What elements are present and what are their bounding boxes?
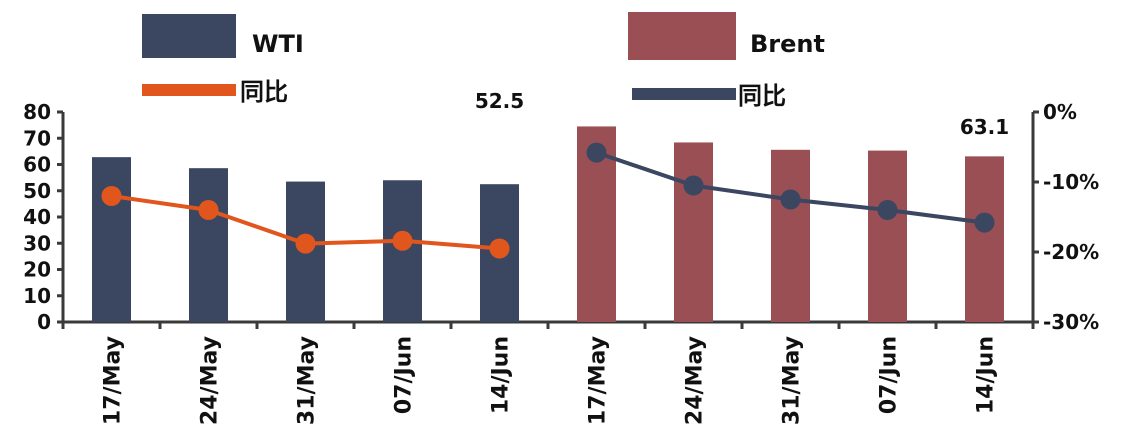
bar-brent — [965, 156, 1004, 322]
data-label-wti: 52.5 — [475, 89, 524, 113]
bar-brent — [674, 142, 713, 322]
yoy-point — [101, 186, 122, 206]
bar-wti — [92, 157, 131, 322]
legend-label-yoy-1: 同比 — [240, 78, 288, 106]
yoy-point — [683, 175, 704, 196]
legend-swatch-wti — [142, 14, 236, 58]
y-left-tick-label: 10 — [23, 284, 51, 308]
y-left-tick-label: 40 — [23, 205, 51, 229]
yoy-point — [877, 200, 898, 220]
yoy-point — [489, 238, 510, 259]
legend-label-yoy-2: 同比 — [738, 82, 786, 110]
yoy-point — [586, 142, 607, 163]
legend-swatch-yoy-navy — [632, 88, 736, 100]
x-tick-label: 17/May — [586, 336, 611, 425]
y-left-tick-label: 0 — [37, 310, 51, 334]
data-labels: 52.5 63.1 — [475, 89, 1009, 139]
yoy-point — [392, 230, 413, 251]
x-tick-label: 31/May — [780, 336, 805, 425]
yoy-point — [198, 200, 219, 220]
y-left-tick-label: 30 — [23, 231, 51, 255]
y-right-tick-label: -20% — [1043, 240, 1099, 264]
x-tick-label: 14/Jun — [974, 336, 999, 414]
legend-label-brent: Brent — [750, 30, 825, 58]
yoy-point — [295, 233, 316, 254]
x-tick-label: 31/May — [295, 336, 320, 425]
x-tick-label: 07/Jun — [877, 336, 902, 414]
x-tick-label: 14/Jun — [489, 336, 514, 414]
lines — [101, 142, 995, 259]
legend-label-wti: WTI — [252, 30, 304, 58]
bars — [92, 126, 1004, 322]
legend-swatch-yoy-orange — [142, 84, 236, 96]
bar-brent — [868, 150, 907, 322]
y-right-tick-label: -30% — [1043, 310, 1099, 334]
y-left-tick-label: 80 — [23, 100, 51, 124]
bar-wti — [189, 168, 228, 322]
yoy-point — [780, 189, 801, 210]
yoy-point — [974, 212, 995, 233]
bar-wti — [383, 180, 422, 322]
x-tick-label: 24/May — [683, 336, 708, 425]
y-left-tick-label: 70 — [23, 126, 51, 150]
legend: WTI Brent 同比 同比 — [142, 12, 825, 110]
x-tick-label: 07/Jun — [392, 336, 417, 414]
y-left-tick-label: 50 — [23, 179, 51, 203]
y-right-tick-label: 0% — [1043, 100, 1077, 124]
x-tick-label: 24/May — [198, 336, 223, 425]
y-left-tick-label: 60 — [23, 153, 51, 177]
bar-brent — [771, 149, 810, 322]
y-right-tick-label: -10% — [1043, 170, 1099, 194]
data-label-brent: 63.1 — [960, 115, 1009, 139]
y-left-tick-label: 20 — [23, 258, 51, 282]
legend-swatch-brent — [628, 12, 736, 60]
x-tick-label: 17/May — [101, 336, 126, 425]
